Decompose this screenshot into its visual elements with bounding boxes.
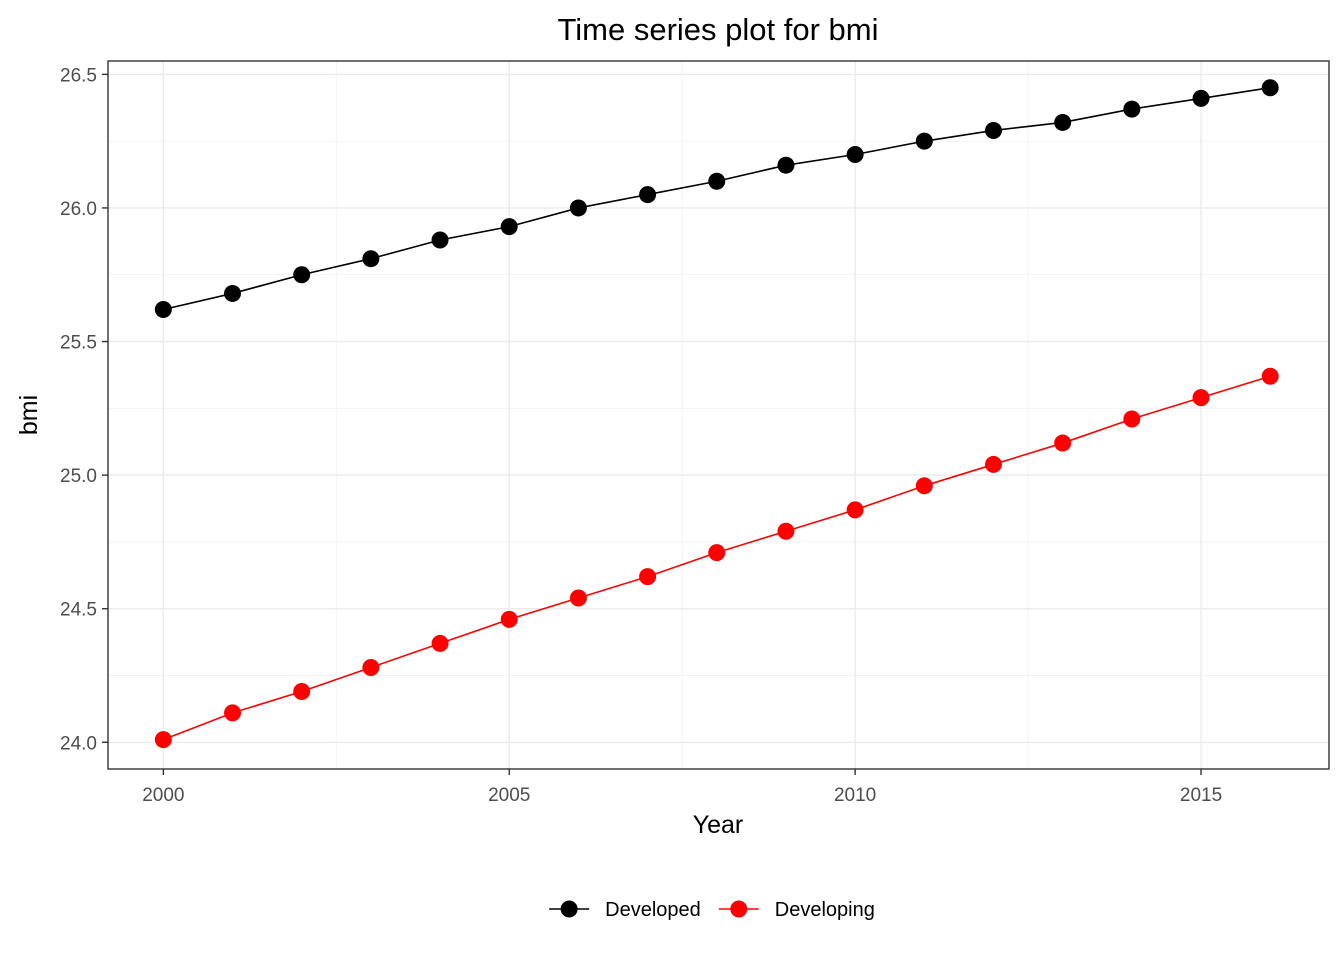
data-point-developed (362, 250, 380, 268)
data-point-developed (1192, 89, 1210, 107)
data-point-developing (777, 522, 795, 540)
x-tick-label: 2005 (488, 785, 530, 806)
series-developed (154, 79, 1279, 318)
data-point-developing (1054, 434, 1072, 452)
y-axis-title: bmi (15, 395, 43, 435)
x-tick-label: 2010 (834, 785, 876, 806)
data-point-developing (569, 589, 587, 607)
data-point-developing (431, 634, 449, 652)
data-point-developed (777, 156, 795, 174)
data-point-developed (915, 132, 933, 150)
y-tick-label: 24.0 (60, 733, 97, 754)
data-point-developing (1123, 410, 1141, 428)
data-point-developing (1192, 389, 1210, 407)
legend-key-point-developing (730, 900, 748, 918)
data-point-developed (1123, 100, 1141, 118)
data-point-developing (846, 501, 864, 519)
legend-key-point-developed (560, 900, 578, 918)
x-tick-label: 2000 (142, 785, 184, 806)
data-point-developing (154, 731, 172, 749)
legend: Developed Developing (549, 899, 875, 921)
series-developing (154, 367, 1279, 749)
data-point-developing (362, 658, 380, 676)
data-point-developed (708, 172, 726, 190)
legend-label: Developing (775, 899, 875, 921)
data-point-developing (915, 477, 933, 495)
grid-lines (108, 61, 1329, 769)
data-point-developing (1261, 367, 1279, 385)
data-point-developed (984, 121, 1002, 139)
data-point-developed (431, 231, 449, 249)
data-point-developed (1261, 79, 1279, 97)
x-axis-title: Year (693, 811, 744, 839)
data-point-developed (1054, 113, 1072, 131)
data-point-developing (293, 683, 311, 701)
chart-title: Time series plot for bmi (558, 12, 879, 47)
plot-panel-border (107, 60, 1330, 770)
legend-items: Developed Developing (549, 899, 875, 921)
data-point-developing (639, 568, 657, 586)
series-line-developed (163, 86, 1271, 311)
y-tick-label: 24.5 (60, 600, 97, 621)
data-point-developed (639, 186, 657, 204)
axes: 2000 2005 2010 2015 24.0 24.5 25.0 25.5 26.0 26.5 (60, 65, 1222, 806)
data-point-developed (224, 284, 242, 302)
data-point-developed (846, 146, 864, 164)
data-point-developing (984, 455, 1002, 473)
y-tick-label: 25.5 (60, 333, 97, 354)
legend-label: Developed (605, 899, 701, 921)
x-tick-label: 2015 (1180, 785, 1222, 806)
y-tick-label: 25.0 (60, 466, 97, 487)
data-point-developed (154, 300, 172, 318)
data-point-developed (500, 218, 518, 236)
y-tick-label: 26.5 (60, 65, 97, 86)
data-point-developing (500, 610, 518, 628)
series-layer (154, 79, 1279, 749)
data-point-developing (708, 544, 726, 562)
data-point-developed (569, 199, 587, 217)
data-point-developing (224, 704, 242, 722)
y-tick-label: 26.0 (60, 199, 97, 220)
data-point-developed (293, 266, 311, 284)
